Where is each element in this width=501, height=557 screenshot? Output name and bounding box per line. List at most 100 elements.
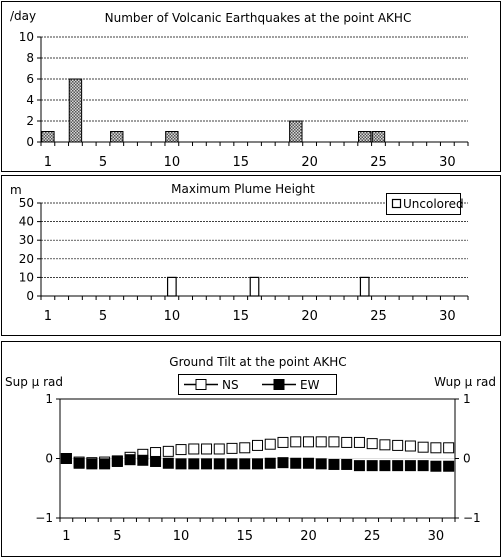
- x-tick-label: 1: [62, 529, 70, 544]
- x-tick-label: 20: [301, 309, 318, 324]
- y-tick-label: 2: [26, 114, 34, 128]
- x-tick-label: 5: [113, 529, 121, 544]
- point-ns: [443, 442, 455, 454]
- y-axis-label-right: Wup μ rad: [434, 375, 496, 389]
- x-tick-label: 25: [370, 155, 387, 170]
- y-tick-label: 40: [19, 215, 34, 229]
- point-ew: [417, 460, 429, 472]
- x-tick-label: 5: [99, 155, 107, 170]
- point-ew: [111, 455, 123, 467]
- bar: [110, 131, 124, 143]
- x-tick-label: 30: [428, 529, 445, 544]
- x-tick-label: 1: [44, 155, 52, 170]
- y-axis-label: m: [10, 183, 22, 197]
- legend-marker: [195, 379, 207, 390]
- point-ew: [264, 457, 276, 469]
- x-tick-label: 30: [439, 309, 456, 324]
- y-tick-label-right: −1: [463, 511, 481, 525]
- point-ew: [252, 458, 263, 470]
- point-ew: [137, 454, 149, 466]
- bar: [371, 131, 386, 143]
- chart-title: Number of Volcanic Earthquakes at the po…: [105, 11, 412, 25]
- point-ew: [60, 453, 72, 464]
- point-ns: [290, 436, 302, 448]
- y-tick-label: 4: [26, 93, 34, 107]
- point-ew: [443, 460, 455, 472]
- legend-swatch: [391, 198, 402, 209]
- bar: [41, 131, 55, 143]
- bar: [359, 276, 370, 297]
- y-tick-label: 0: [26, 135, 34, 149]
- bar: [166, 276, 177, 297]
- legend: NS EW: [178, 374, 337, 395]
- point-ew: [341, 458, 353, 470]
- point-ew: [404, 460, 416, 472]
- legend-label: Uncolored: [403, 197, 464, 211]
- y-axis-label-left: Sup μ rad: [5, 375, 63, 389]
- point-ew: [430, 460, 442, 472]
- point-ns: [404, 440, 416, 452]
- y-tick-label: 20: [19, 252, 34, 266]
- x-tick-label: 15: [236, 529, 253, 544]
- bar: [289, 120, 303, 143]
- x-tick-label: 30: [439, 155, 456, 170]
- point-ns: [264, 438, 276, 450]
- point-ns: [239, 442, 251, 454]
- point-ns: [175, 444, 187, 456]
- y-tick-label: 50: [19, 196, 34, 210]
- point-ns: [353, 436, 365, 448]
- x-tick-label: 10: [164, 155, 181, 170]
- x-tick-label: 20: [300, 529, 317, 544]
- point-ns: [430, 442, 442, 454]
- x-tick-label: 10: [164, 309, 181, 324]
- point-ns: [252, 439, 263, 451]
- point-ew: [86, 458, 98, 470]
- panel-frame: [1, 1, 501, 172]
- y-tick-label: 8: [26, 51, 34, 65]
- bar: [165, 131, 179, 143]
- legend-marker: [273, 379, 285, 390]
- chart-panel-1: Number of Volcanic Earthquakes at the po…: [1, 1, 501, 172]
- y-tick-label: 10: [19, 30, 34, 44]
- point-ew: [162, 457, 174, 469]
- point-ew: [302, 457, 314, 469]
- point-ew: [379, 460, 391, 472]
- point-ew: [277, 457, 289, 469]
- point-ew: [392, 460, 404, 472]
- point-ew: [150, 455, 162, 467]
- point-ns: [277, 436, 289, 448]
- legend: Uncolored: [386, 193, 464, 215]
- x-tick-label: 25: [364, 529, 381, 544]
- point-ew: [73, 457, 85, 469]
- legend-label: EW: [300, 378, 320, 392]
- point-ew: [124, 454, 136, 466]
- point-ns: [366, 438, 378, 450]
- y-tick-label: 10: [19, 270, 34, 284]
- point-ns: [392, 439, 404, 451]
- legend-label: NS: [222, 378, 239, 392]
- point-ew: [366, 460, 378, 472]
- point-ns: [328, 436, 340, 448]
- y-tick-label: 0: [26, 289, 34, 303]
- x-tick-label: 20: [301, 155, 318, 170]
- y-tick-label: −1: [35, 511, 53, 525]
- x-tick-label: 5: [99, 309, 107, 324]
- y-tick-label: 1: [45, 392, 53, 406]
- bar: [68, 78, 83, 143]
- chart-title: Ground Tilt at the point AKHC: [169, 355, 346, 369]
- bar: [357, 131, 372, 143]
- point-ew: [226, 458, 238, 470]
- y-tick-label: 30: [19, 233, 34, 247]
- y-tick-label-right: 1: [463, 392, 471, 406]
- point-ew: [239, 458, 251, 470]
- point-ew: [99, 458, 111, 470]
- x-tick-label: 25: [370, 309, 387, 324]
- point-ns: [379, 439, 391, 451]
- point-ns: [417, 441, 429, 453]
- legend-frame: [386, 193, 461, 215]
- point-ew: [315, 458, 327, 470]
- x-tick-label: 15: [232, 309, 249, 324]
